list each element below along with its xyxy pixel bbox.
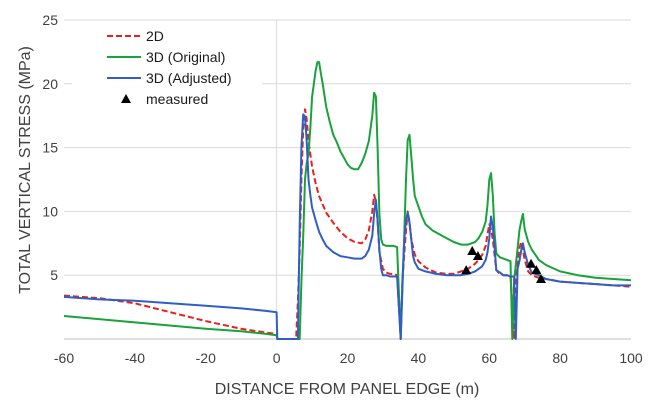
x-tick-label: -40 (125, 350, 145, 366)
measured-point (472, 251, 483, 261)
x-tick-label: -20 (196, 350, 216, 366)
legend-marker (121, 94, 131, 103)
y-tick-label: 20 (42, 76, 58, 92)
y-tick-label: 10 (42, 203, 58, 219)
legend-label: 3D (Adjusted) (146, 70, 232, 86)
legend-label: 3D (Original) (146, 49, 225, 65)
legend-label: measured (146, 91, 208, 107)
x-axis-title: DISTANCE FROM PANEL EDGE (m) (215, 381, 480, 398)
measured-point (461, 265, 472, 275)
y-tick-label: 5 (50, 267, 58, 283)
series-line-3d-adjusted (63, 113, 631, 340)
y-tick-label: 25 (42, 12, 58, 28)
x-tick-label: 40 (411, 350, 427, 366)
y-tick-label: 15 (42, 140, 58, 156)
x-tick-label: 60 (481, 350, 497, 366)
x-tick-label: 100 (619, 350, 643, 366)
measured-point (531, 265, 542, 275)
series-line-2d (63, 108, 632, 340)
series-group (63, 61, 632, 340)
measured-point (526, 258, 537, 268)
x-tick-label: 20 (340, 350, 356, 366)
measured-point (535, 274, 546, 284)
measured-point (467, 245, 478, 255)
x-tick-label: 80 (552, 350, 568, 366)
x-tick-label: -60 (54, 350, 74, 366)
x-tick-labels: -60 -40 -20 0 20 40 60 80 100 (54, 350, 643, 366)
legend: 2D 3D (Original) 3D (Adjusted) measured (72, 22, 262, 112)
y-axis-title: TOTAL VERTICAL STRESS (MPa) (17, 46, 34, 294)
y-tick-labels: 5 10 15 20 25 (42, 12, 58, 283)
x-tick-label: 0 (273, 350, 281, 366)
legend-label: 2D (146, 28, 164, 44)
legend-background (72, 22, 262, 112)
